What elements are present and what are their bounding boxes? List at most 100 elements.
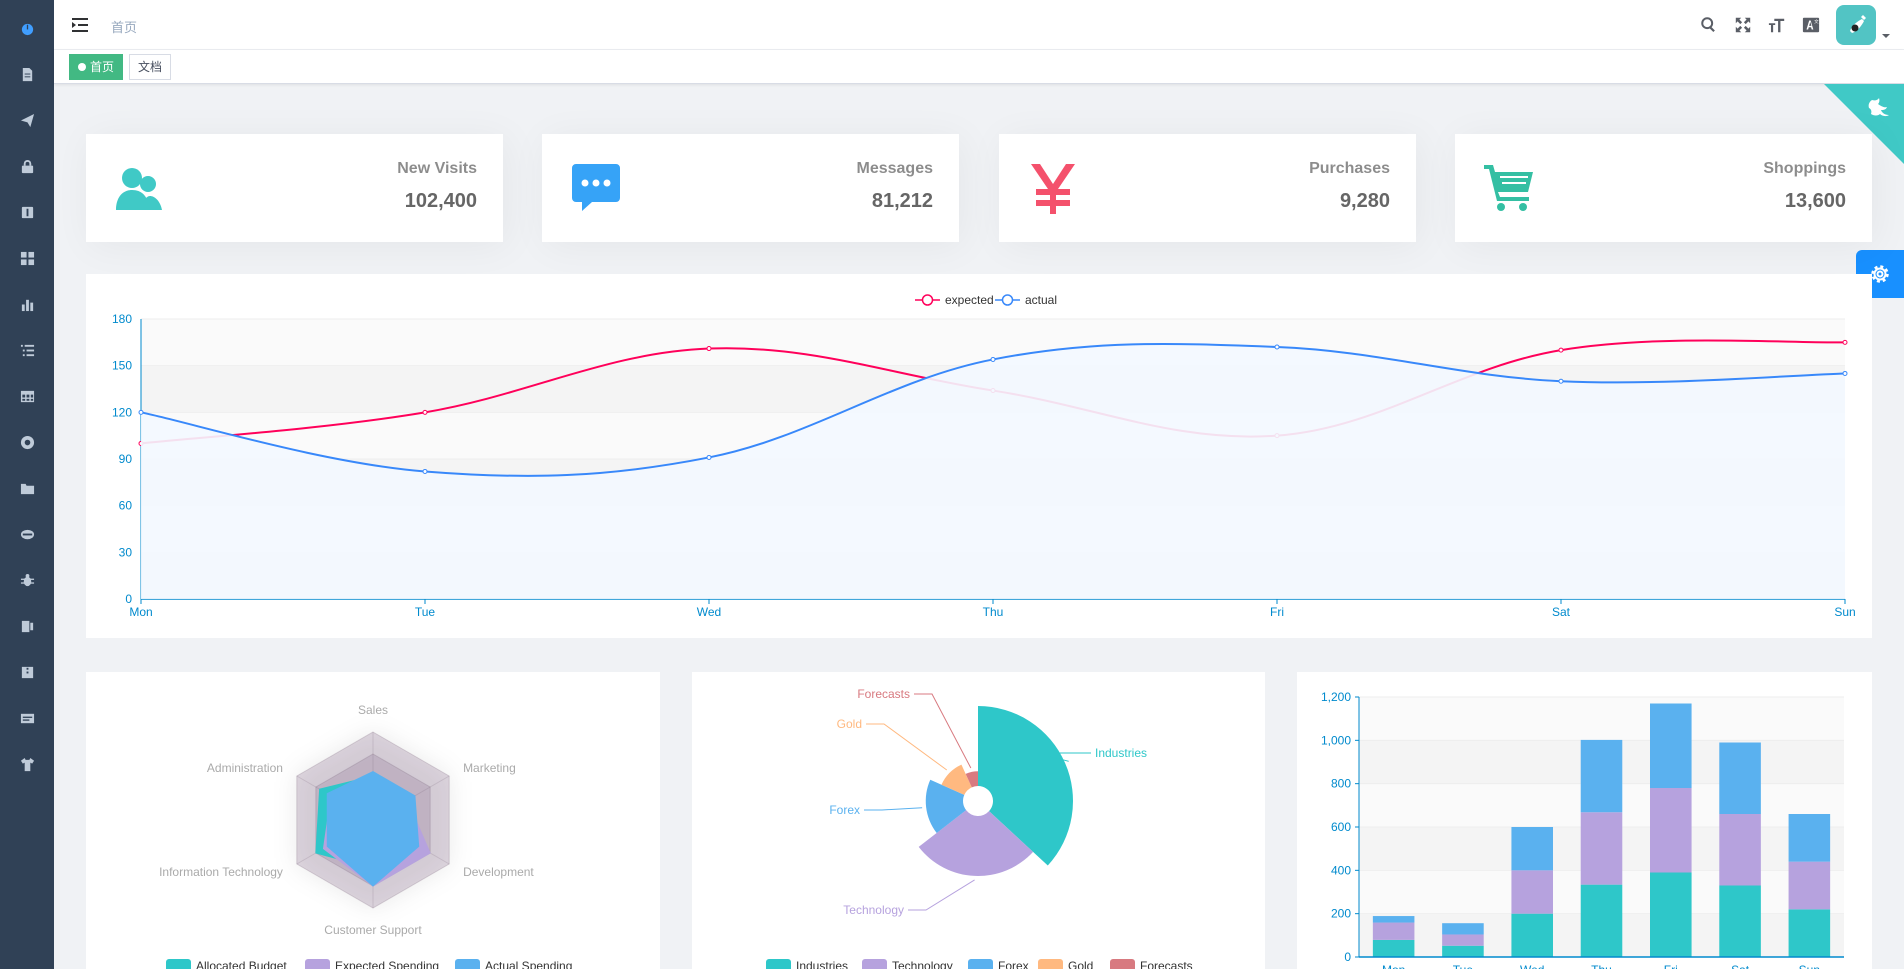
tab-icon — [20, 483, 34, 494]
x-tick-label: Tue — [1453, 963, 1474, 969]
legend-swatch — [166, 959, 191, 969]
pie-slice-label: Industries — [1095, 746, 1147, 760]
caret-down-icon — [1882, 34, 1890, 38]
sidebar-item-example[interactable] — [17, 432, 37, 452]
sidebar-item-theme[interactable] — [17, 754, 37, 774]
bar-segment — [1511, 870, 1553, 914]
bar-segment — [1788, 861, 1831, 910]
legend-swatch — [455, 959, 480, 969]
bar-segment — [1580, 812, 1623, 885]
sidebar-item-dashboard[interactable] — [17, 18, 37, 38]
tags-view: 首页 文档 — [54, 50, 1904, 84]
radar-indicator-label: Sales — [358, 703, 388, 717]
panel-messages[interactable]: Messages 81,212 — [542, 134, 959, 242]
table-icon — [20, 390, 34, 402]
breadcrumb: 首页 — [111, 20, 138, 35]
radar-chart: Sales Marketing Development Customer Suppor… — [159, 703, 572, 969]
data-point — [138, 409, 144, 415]
data-point — [1274, 344, 1280, 350]
bar-segment — [1650, 872, 1692, 957]
x-tick-label: Mon — [1382, 963, 1405, 969]
hamburger-icon — [72, 18, 88, 32]
panel-shoppings[interactable]: Shoppings 13,600 — [1455, 134, 1872, 242]
size-select-button[interactable] — [1760, 0, 1794, 50]
bar-segment — [1788, 909, 1831, 957]
pie-chart-card: Industries Technology Forex Gold Forecasts In… — [692, 672, 1265, 969]
sidebar-item-components[interactable] — [17, 248, 37, 268]
sidebar-item-guide[interactable] — [17, 110, 37, 130]
sidebar-item-table[interactable] — [17, 386, 37, 406]
language-button[interactable]: 文 — [1794, 0, 1828, 50]
panel-value: 81,212 — [871, 190, 933, 212]
y-tick-label: 180 — [112, 312, 132, 326]
bar-segment — [1650, 703, 1692, 788]
sidebar-item-icons[interactable] — [17, 202, 37, 222]
data-point — [422, 409, 428, 415]
component-icon — [20, 251, 34, 265]
excel-icon — [21, 620, 33, 632]
sidebar-item-pdf[interactable] — [17, 708, 37, 728]
tag-documentation[interactable]: 文档 — [129, 54, 172, 80]
sidebar-item-excel[interactable] — [17, 616, 37, 636]
y-tick-label: 60 — [119, 499, 133, 513]
legend-swatch — [862, 959, 887, 969]
navbar: 首页 文 — [54, 0, 1904, 50]
avatar — [1836, 5, 1876, 45]
gear-icon — [1871, 265, 1889, 283]
chart-icon — [21, 299, 33, 311]
bar-segment — [1511, 913, 1553, 957]
sidebar-item-zip[interactable] — [17, 662, 37, 682]
panel-value: 9,280 — [1339, 190, 1390, 212]
sidebar-item-error-pages[interactable] — [17, 524, 37, 544]
panel-new-visits[interactable]: New Visits 102,400 — [86, 134, 503, 242]
legend-label: Gold — [1068, 959, 1093, 969]
avatar-image — [1850, 15, 1866, 33]
bar-segment — [1719, 885, 1761, 957]
line-chart: 0 30 60 90 120 150 180 Mon Tue Wed Thu Fri Sat Sun exp… — [112, 293, 1856, 619]
line-chart-card: 0 30 60 90 120 150 180 Mon Tue Wed Thu Fri Sat Sun exp… — [86, 274, 1872, 638]
data-point — [422, 468, 428, 474]
svg-text:文: 文 — [1814, 18, 1819, 25]
bar-segment — [1442, 934, 1484, 946]
sidebar-item-permission[interactable] — [17, 156, 37, 176]
sidebar-item-tab[interactable] — [17, 478, 37, 498]
bug-icon — [20, 573, 34, 586]
panel-title: New Visits — [397, 160, 477, 177]
pie-slice-label: Forex — [829, 803, 860, 817]
bar-segment — [1650, 788, 1692, 873]
shirt-icon — [20, 757, 34, 771]
radar-indicator-label: Development — [463, 865, 534, 879]
bar-segment — [1442, 945, 1484, 957]
pie-slice — [978, 706, 1073, 866]
bar-segment — [1580, 739, 1623, 813]
sidebar-item-nested[interactable] — [17, 340, 37, 360]
hamburger-button[interactable] — [70, 15, 90, 35]
x-tick-label: Wed — [1520, 963, 1544, 969]
bar-chart: 0 200 400 600 800 1,000 1,200 Mon Tue Wed Thu Fri Sa… — [1321, 690, 1844, 969]
legend-marker — [921, 294, 934, 306]
github-corner-link[interactable] — [1824, 84, 1904, 164]
tag-home[interactable]: 首页 — [69, 54, 124, 80]
header-search-button[interactable] — [1692, 0, 1726, 50]
legend-swatch — [968, 959, 993, 969]
bar-segment — [1372, 916, 1415, 923]
sidebar-item-error-log[interactable] — [17, 570, 37, 590]
grid-band — [1359, 697, 1844, 741]
404-icon — [20, 529, 34, 539]
panel-purchases[interactable]: Purchases 9,280 — [999, 134, 1416, 242]
lock-icon — [21, 159, 33, 173]
x-tick-label: Thu — [1591, 963, 1612, 969]
avatar-dropdown[interactable] — [1836, 5, 1890, 45]
bar-segment — [1580, 884, 1623, 957]
dashboard-icon — [21, 23, 33, 35]
fullscreen-button[interactable] — [1726, 0, 1760, 50]
radar-indicator-label: Information Technology — [159, 865, 283, 879]
sidebar-item-charts[interactable] — [17, 294, 37, 314]
sidebar-item-documentation[interactable] — [17, 64, 37, 84]
y-tick-label: 1,200 — [1321, 690, 1351, 704]
money-icon — [1031, 164, 1075, 214]
bar-segment — [1719, 742, 1761, 814]
panel-value: 13,600 — [1784, 190, 1846, 212]
example-icon — [20, 435, 34, 449]
y-tick-label: 1,000 — [1321, 733, 1351, 747]
